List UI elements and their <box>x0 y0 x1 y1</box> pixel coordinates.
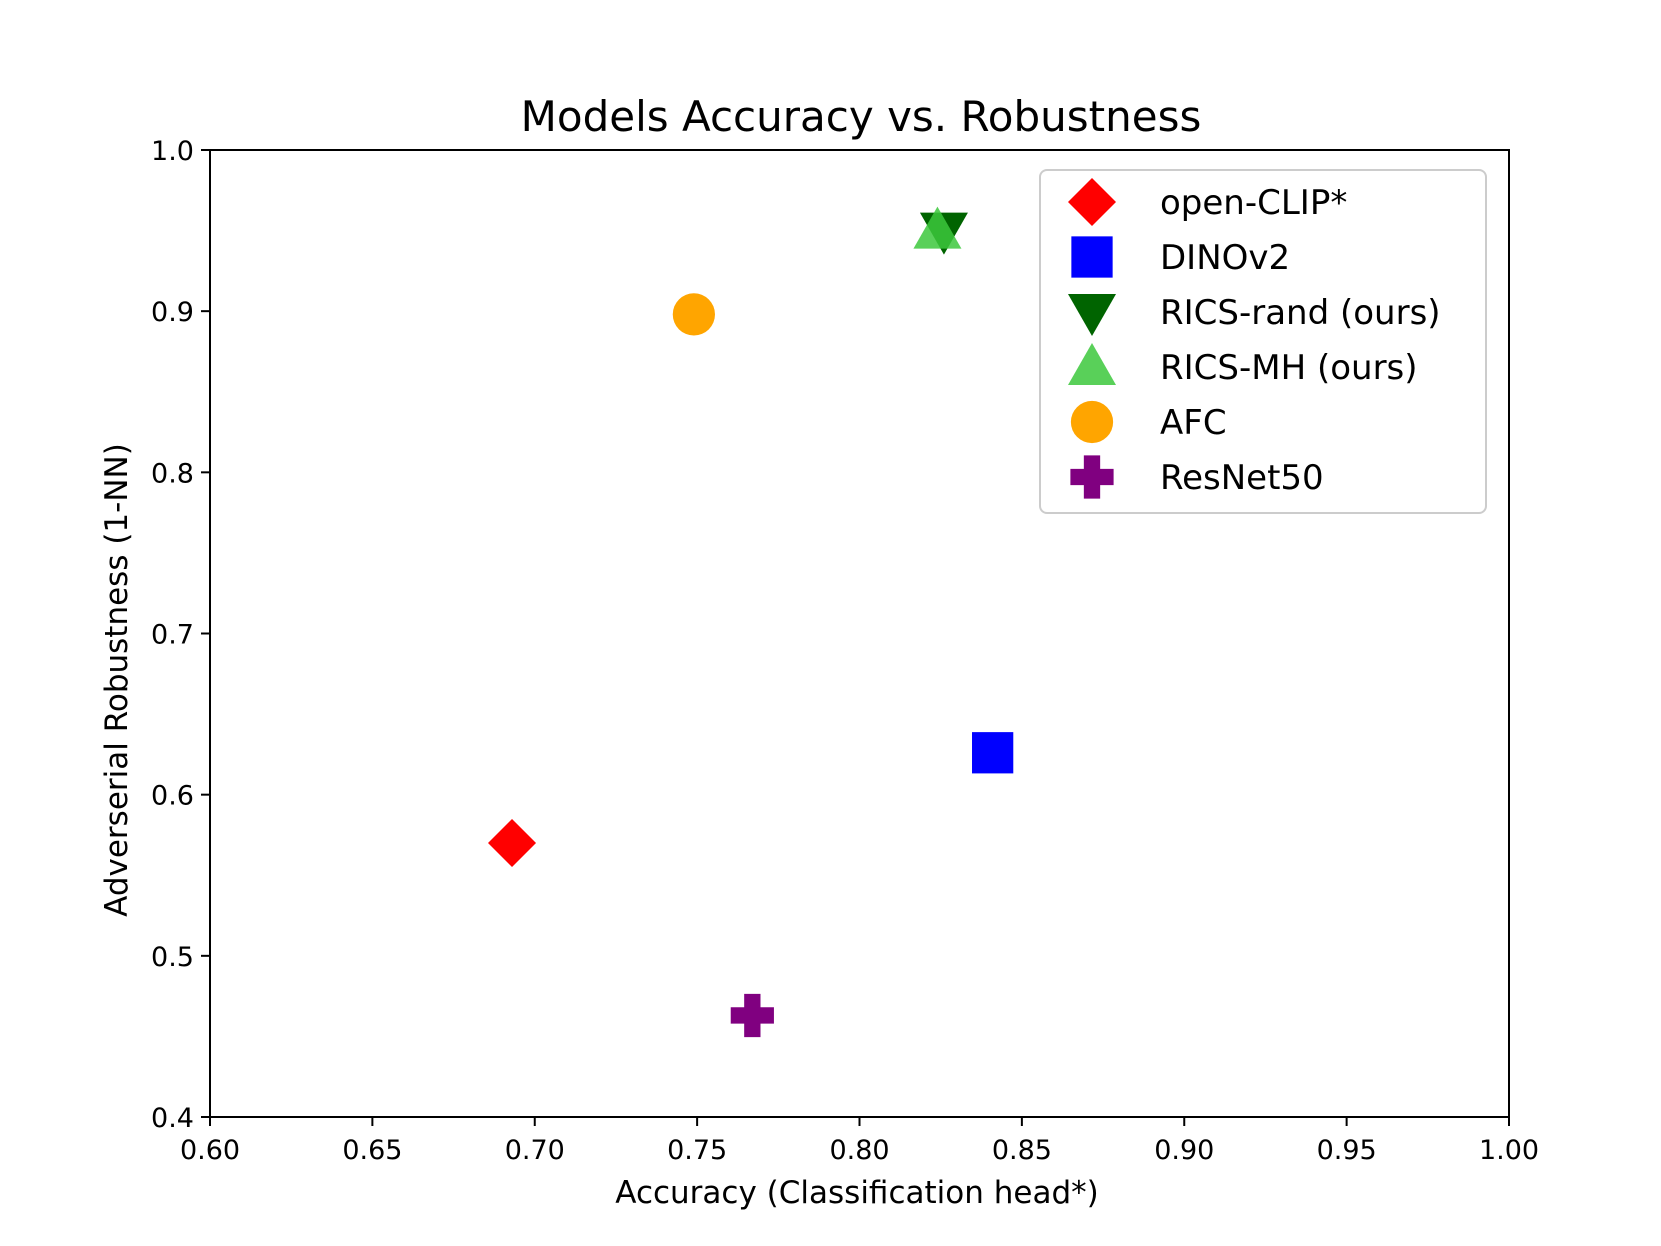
x-tick-label: 0.85 <box>992 1135 1052 1166</box>
data-point-rics-mh-ours <box>913 206 962 249</box>
x-tick-label: 0.65 <box>342 1135 402 1166</box>
y-tick-label: 0.5 <box>151 942 194 973</box>
legend-marker <box>1070 455 1114 499</box>
x-tick-label: 0.80 <box>829 1135 889 1166</box>
legend-label: ResNet50 <box>1160 458 1324 498</box>
legend-label: RICS-rand (ours) <box>1160 293 1441 333</box>
legend-marker <box>1070 400 1114 444</box>
legend-marker <box>1071 236 1113 278</box>
legend-marker <box>1068 178 1116 226</box>
x-tick-label: 0.90 <box>1154 1135 1214 1166</box>
data-point-afc <box>672 293 715 336</box>
y-tick-label: 1.0 <box>151 136 194 167</box>
x-axis-ticks: 0.60 0.65 0.70 0.75 0.80 0.85 0.90 0.95 1.00 <box>180 1117 1539 1166</box>
y-tick-label: 0.8 <box>151 458 194 489</box>
legend-label: open-CLIP* <box>1160 183 1347 223</box>
x-tick-label: 0.75 <box>667 1135 727 1166</box>
y-tick-label: 0.6 <box>151 781 194 812</box>
y-tick-label: 0.7 <box>151 620 194 651</box>
legend-marker <box>1068 343 1116 385</box>
plot-area-frame <box>209 149 1510 1118</box>
legend-marker <box>1068 294 1116 336</box>
chart-title: Models Accuracy vs. Robustness <box>521 92 1202 141</box>
legend-label: AFC <box>1160 403 1227 443</box>
data-markers <box>488 206 1014 1038</box>
legend: open-CLIP* DINOv2 RICS-rand (ours) RICS-MH … <box>1039 169 1487 514</box>
x-tick-label: 0.60 <box>180 1135 240 1166</box>
x-axis-label: Accuracy (Classification head*) <box>615 1175 1098 1211</box>
data-point-resnet50 <box>730 993 774 1038</box>
data-point-dinov2 <box>972 732 1014 774</box>
y-axis-ticks: 0.4 0.5 0.6 0.7 0.8 0.9 1.0 <box>151 136 210 1134</box>
x-tick-label: 0.95 <box>1317 1135 1377 1166</box>
y-axis-label: Adverserial Robustness (1-NN) <box>99 443 135 917</box>
y-tick-label: 0.4 <box>151 1103 194 1134</box>
x-tick-label: 0.70 <box>505 1135 565 1166</box>
x-tick-label: 1.00 <box>1479 1135 1539 1166</box>
legend-label: DINOv2 <box>1160 238 1290 278</box>
legend-label: RICS-MH (ours) <box>1160 348 1418 388</box>
data-point-open-clip <box>488 819 537 868</box>
legend-box <box>1039 169 1487 514</box>
y-tick-label: 0.9 <box>151 297 194 328</box>
